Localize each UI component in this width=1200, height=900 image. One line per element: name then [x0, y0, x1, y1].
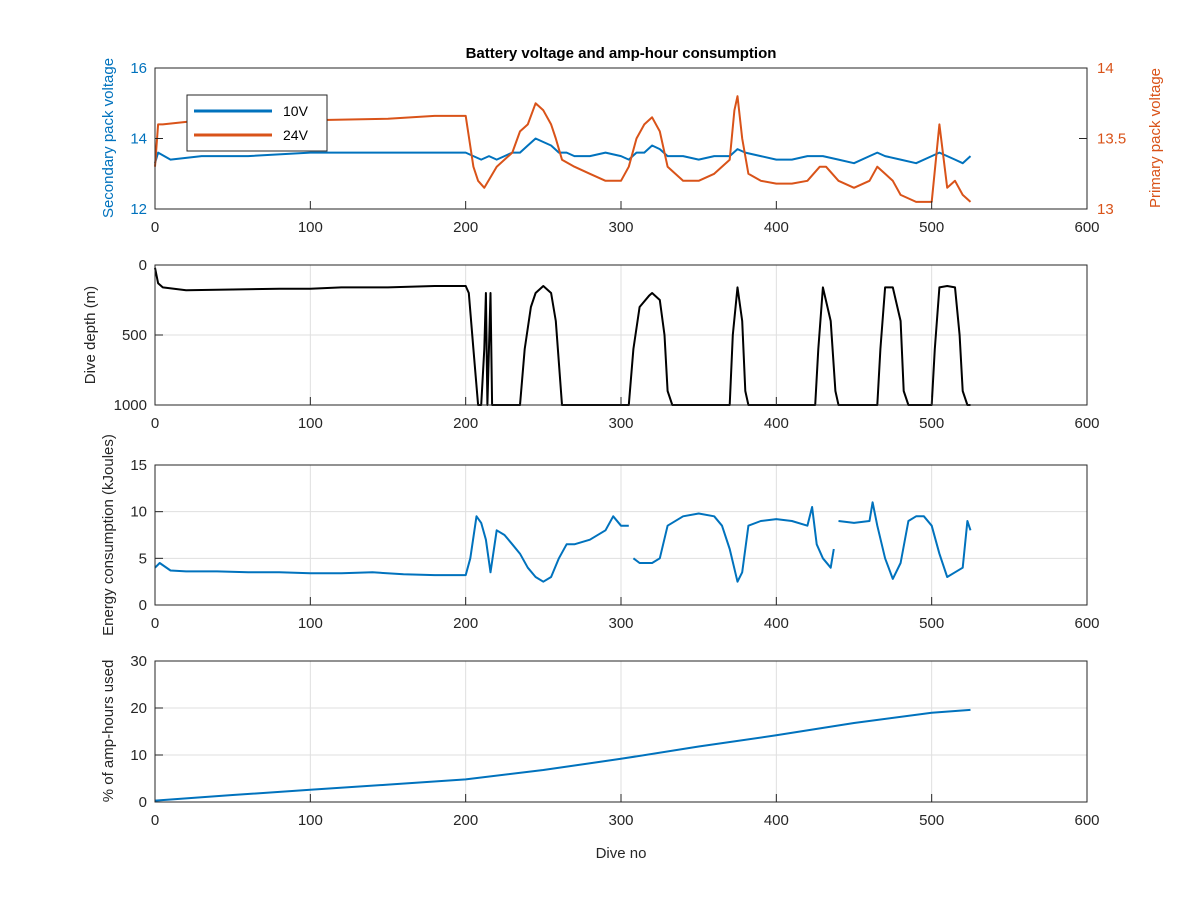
y-tick-label: 5: [139, 550, 147, 567]
x-tick-label: 500: [919, 415, 944, 432]
y-tick-label: 12: [130, 201, 147, 218]
y-tick-label: 10: [130, 504, 147, 521]
x-tick-label: 300: [608, 615, 633, 632]
x-tick-label: 500: [919, 219, 944, 236]
legend-label-24v: 24V: [283, 127, 309, 143]
y-tick-label: 0: [139, 794, 147, 811]
series-line-1: [632, 506, 835, 583]
legend-label-10v: 10V: [283, 103, 309, 119]
x-tick-label: 300: [608, 219, 633, 236]
series-line-2: [838, 501, 972, 580]
y-tick-label: 15: [130, 457, 147, 474]
depth-panel: 0 100 200 300 400 500 600 0 500 1000 Dive depth …: [82, 257, 1100, 432]
chart-title: Battery voltage and amp-hour consumption: [466, 45, 777, 62]
series-line-0: [154, 267, 971, 406]
legend: 10V 24V: [186, 94, 328, 152]
x-axis-label-dive-no: Dive no: [596, 845, 647, 862]
y-tick-label: 16: [130, 60, 147, 77]
x-tick-label: 200: [453, 219, 478, 236]
x-tick-label: 400: [764, 615, 789, 632]
x-tick-label: 600: [1074, 219, 1099, 236]
x-tick-label: 400: [764, 812, 789, 829]
energy-panel: 0 100 200 300 400 500 600 0 5 10 15 Energy consum…: [100, 434, 1100, 636]
x-tick-label: 0: [151, 415, 159, 432]
y-tick-label: 20: [130, 700, 147, 717]
y-right-tick-label: 13.5: [1097, 131, 1126, 148]
y-axis-label-dive-depth: Dive depth (m): [82, 286, 99, 384]
y-right-tick-label: 14: [1097, 60, 1114, 77]
y-tick-label: 500: [122, 327, 147, 344]
x-tick-label: 300: [608, 415, 633, 432]
x-tick-label: 400: [764, 219, 789, 236]
x-tick-label: 100: [298, 615, 323, 632]
x-tick-label: 200: [453, 415, 478, 432]
series-line-10v: [154, 137, 972, 165]
x-tick-label: 100: [298, 812, 323, 829]
x-tick-label: 100: [298, 219, 323, 236]
x-tick-label: 200: [453, 615, 478, 632]
x-tick-label: 0: [151, 615, 159, 632]
x-tick-label: 500: [919, 615, 944, 632]
x-tick-label: 100: [298, 415, 323, 432]
y-tick-label: 30: [130, 653, 147, 670]
amp-hours-panel: 0 100 200 300 400 500 600 0 10 20 30 % of amp-hou…: [100, 653, 1100, 862]
x-tick-label: 200: [453, 812, 478, 829]
x-tick-label: 600: [1074, 615, 1099, 632]
y-tick-label: 0: [139, 257, 147, 274]
series-line-0: [154, 708, 971, 802]
y-axis-label-amp-hours: % of amp-hours used: [100, 660, 117, 803]
y-tick-label: 10: [130, 747, 147, 764]
voltage-panel: 0 100 200 300 400 500 600 12 14 16 13 13.5 14 Seco…: [100, 58, 1164, 236]
series-line-0: [154, 515, 629, 583]
x-tick-label: 500: [919, 812, 944, 829]
x-tick-label: 600: [1074, 415, 1099, 432]
y-axis-label-secondary-voltage: Secondary pack voltage: [100, 58, 117, 218]
series-line-24v: [154, 95, 972, 203]
x-tick-label: 0: [151, 812, 159, 829]
x-tick-label: 0: [151, 219, 159, 236]
x-tick-label: 300: [608, 812, 633, 829]
y-tick-label: 0: [139, 597, 147, 614]
y-right-tick-label: 13: [1097, 201, 1114, 218]
y-tick-label: 14: [130, 131, 147, 148]
x-tick-label: 400: [764, 415, 789, 432]
y-axis-label-energy: Energy consumption (kJoules): [100, 434, 117, 636]
x-tick-label: 600: [1074, 812, 1099, 829]
legend-box: [186, 94, 328, 152]
y-tick-label: 1000: [114, 397, 147, 414]
y-axis-label-primary-voltage: Primary pack voltage: [1147, 68, 1164, 208]
